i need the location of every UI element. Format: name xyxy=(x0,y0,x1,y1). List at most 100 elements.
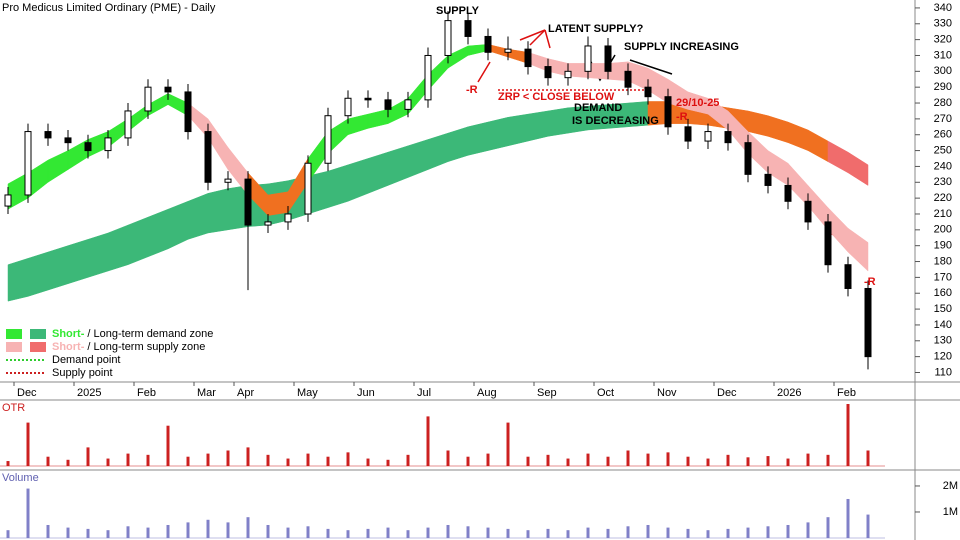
panel-title: Volume xyxy=(2,472,39,484)
y-tick-label: 2M xyxy=(943,480,958,492)
bar xyxy=(126,453,130,466)
legend-text: / Long-term supply zone xyxy=(87,341,205,353)
zone-band xyxy=(67,239,89,285)
annotation: SUPPLY INCREASING xyxy=(624,41,739,53)
x-tick-label: May xyxy=(297,387,318,399)
bar xyxy=(466,456,470,466)
bar xyxy=(546,454,550,466)
candle-body xyxy=(304,162,312,215)
zone-band xyxy=(127,216,149,266)
bar xyxy=(566,530,570,538)
zone-band xyxy=(847,227,869,272)
bar xyxy=(366,458,370,466)
legend-label: Short- / Long-term demand zone xyxy=(52,328,213,340)
annotation: -R xyxy=(466,84,478,96)
zone-band xyxy=(87,232,109,278)
bar xyxy=(806,453,810,466)
arrow xyxy=(519,29,546,41)
x-tick-label: 2026 xyxy=(777,387,801,399)
bar xyxy=(766,526,770,538)
zone-band xyxy=(507,113,529,147)
candle-body xyxy=(284,213,292,223)
bar xyxy=(286,458,290,466)
bar xyxy=(646,453,650,466)
zone-band xyxy=(547,107,569,137)
legend-text: Short- xyxy=(52,341,85,353)
zone-band xyxy=(747,110,769,137)
bar xyxy=(346,452,350,466)
bar xyxy=(306,526,310,538)
candle-body xyxy=(724,131,732,144)
legend-label: Supply point xyxy=(52,367,113,379)
x-tick-label: Dec xyxy=(717,387,737,399)
bar xyxy=(146,454,150,466)
candle-body xyxy=(4,194,12,207)
y-tick-label: 150 xyxy=(934,303,952,315)
bar xyxy=(26,422,30,466)
candle-body xyxy=(524,48,532,68)
bar xyxy=(866,450,870,466)
candle-body xyxy=(404,99,412,110)
bar xyxy=(186,456,190,466)
bar xyxy=(186,522,190,538)
bar xyxy=(306,453,310,466)
bar xyxy=(626,526,630,538)
annotation: ZRP < CLOSE BELOW xyxy=(498,91,615,103)
bar xyxy=(486,527,490,538)
x-tick-label: Jun xyxy=(357,387,375,399)
bar xyxy=(466,526,470,538)
bar xyxy=(506,422,510,466)
candle-body xyxy=(184,91,192,133)
x-tick-label: Oct xyxy=(597,387,614,399)
candle-body xyxy=(484,35,492,53)
bar xyxy=(346,530,350,538)
bar xyxy=(586,527,590,538)
y-tick-label: 310 xyxy=(934,49,952,61)
bar xyxy=(826,454,830,466)
bar xyxy=(326,528,330,538)
candle-body xyxy=(104,137,112,152)
bar xyxy=(426,416,430,466)
y-tick-label: 210 xyxy=(934,208,952,220)
bar xyxy=(846,404,850,466)
arrow xyxy=(477,61,491,83)
x-tick-label: Feb xyxy=(137,387,156,399)
legend-swatch xyxy=(6,329,22,339)
candle-body xyxy=(604,45,612,72)
candle-body xyxy=(804,200,812,223)
bar xyxy=(6,461,10,466)
bar xyxy=(286,527,290,538)
zone-band xyxy=(107,224,129,272)
candle-body xyxy=(704,131,712,142)
candle-body xyxy=(564,70,572,79)
bar xyxy=(146,527,150,538)
y-tick-label: 320 xyxy=(934,34,952,46)
bar xyxy=(106,458,110,466)
y-tick-label: 330 xyxy=(934,18,952,30)
y-tick-label: 270 xyxy=(934,113,952,125)
candle-body xyxy=(544,66,552,79)
x-tick-label: Nov xyxy=(657,387,677,399)
annotation: -R xyxy=(864,276,876,288)
arrow xyxy=(529,29,546,46)
bar xyxy=(406,530,410,538)
x-tick-label: Mar xyxy=(197,387,216,399)
candle-body xyxy=(144,86,152,112)
bar xyxy=(326,456,330,466)
candle-body xyxy=(164,86,172,93)
bar xyxy=(266,524,270,538)
bar xyxy=(226,450,230,466)
bar xyxy=(686,528,690,538)
bar xyxy=(746,457,750,466)
legend-text: Short- xyxy=(52,328,85,340)
y-tick-label: 120 xyxy=(934,351,952,363)
bar xyxy=(746,527,750,538)
annotation: IS DECREASING xyxy=(572,115,659,127)
bar xyxy=(126,526,130,538)
candle-body xyxy=(504,48,512,53)
y-tick-label: 220 xyxy=(934,192,952,204)
bar xyxy=(66,459,70,466)
candle-body xyxy=(644,86,652,98)
